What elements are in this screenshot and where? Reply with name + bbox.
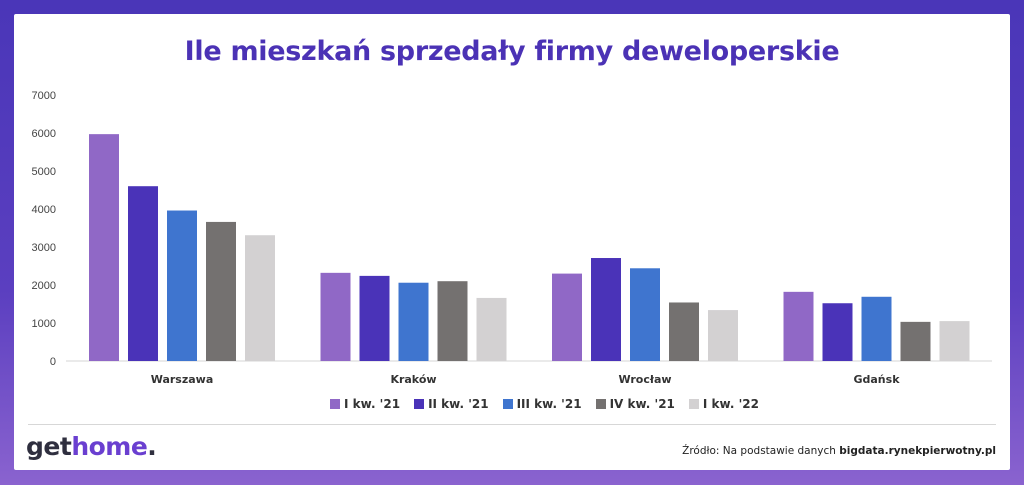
bar-warszawa-0 — [89, 134, 119, 361]
legend: I kw. '21 II kw. '21 III kw. '21 IV kw. '21… — [330, 397, 759, 411]
y-tick-label: 1000 — [32, 318, 56, 330]
bar-gdańsk-1 — [822, 303, 853, 361]
chart-title: Ile mieszkań sprzedały firmy dewelopersk… — [184, 36, 840, 67]
bar-kraków-4 — [476, 297, 507, 361]
bar-kraków-0 — [320, 272, 351, 361]
bar-gdańsk-3 — [900, 321, 931, 361]
x-category-label: Wrocław — [618, 373, 671, 386]
legend-label: III kw. '21 — [516, 397, 582, 411]
y-tick-label: 4000 — [32, 204, 56, 216]
y-tick-label: 2000 — [32, 280, 56, 292]
bar-warszawa-4 — [245, 235, 275, 361]
chart-card: Ile mieszkań sprzedały firmy dewelopersk… — [14, 14, 1010, 470]
y-tick-label: 3000 — [32, 242, 56, 254]
legend-swatch — [330, 399, 340, 409]
x-category-label: Warszawa — [151, 373, 214, 386]
y-tick-label: 7000 — [32, 90, 56, 102]
divider — [28, 424, 996, 425]
legend-swatch — [595, 399, 606, 409]
legend-item: I kw. '21 — [330, 397, 400, 411]
bar-wrocław-2 — [630, 268, 660, 361]
bar-gdańsk-0 — [783, 291, 814, 361]
legend-item: I kw. '22 — [688, 397, 759, 411]
legend-swatch — [688, 399, 699, 409]
bar-kraków-3 — [437, 281, 468, 361]
bar-chart: 0 1000 2000 3000 4000 5000 6000 7000 Warszawa Kra… — [32, 90, 992, 386]
y-tick-label: 5000 — [32, 166, 56, 178]
bar-wrocław-1 — [591, 258, 621, 361]
bar-kraków-1 — [359, 275, 390, 361]
logo-part-get: get — [26, 432, 72, 461]
bar-gdańsk-2 — [861, 296, 892, 361]
y-tick-label: 0 — [50, 356, 56, 368]
bar-wrocław-3 — [669, 302, 699, 361]
bar-gdańsk-4 — [939, 321, 970, 361]
bar-wrocław-0 — [552, 273, 582, 361]
source-prefix: Źródło: Na podstawie danych — [682, 445, 840, 457]
x-category-label: Gdańsk — [853, 373, 900, 386]
bar-warszawa-2 — [167, 210, 197, 361]
source-link[interactable]: bigdata.rynekpierwotny.pl — [839, 445, 996, 457]
legend-label: II kw. '21 — [428, 397, 489, 411]
y-tick-label: 6000 — [32, 128, 56, 140]
bar-warszawa-1 — [128, 186, 158, 361]
bar-warszawa-3 — [206, 221, 236, 361]
legend-label: I kw. '22 — [702, 397, 759, 411]
source-note: Źródło: Na podstawie danych bigdata.ryne… — [682, 445, 996, 457]
logo-part-dot: . — [147, 432, 157, 461]
legend-item: III kw. '21 — [502, 397, 582, 411]
bar-kraków-2 — [398, 282, 429, 361]
legend-swatch — [414, 399, 425, 409]
legend-label: I kw. '21 — [344, 397, 401, 411]
bar-wrocław-4 — [708, 310, 738, 361]
logo-part-home: home — [71, 432, 148, 461]
legend-label: IV kw. '21 — [609, 397, 675, 411]
x-category-label: Kraków — [390, 373, 436, 386]
gethome-logo[interactable]: gethome. — [26, 432, 157, 461]
legend-item: IV kw. '21 — [595, 397, 675, 411]
legend-swatch — [502, 399, 513, 409]
legend-item: II kw. '21 — [414, 397, 489, 411]
